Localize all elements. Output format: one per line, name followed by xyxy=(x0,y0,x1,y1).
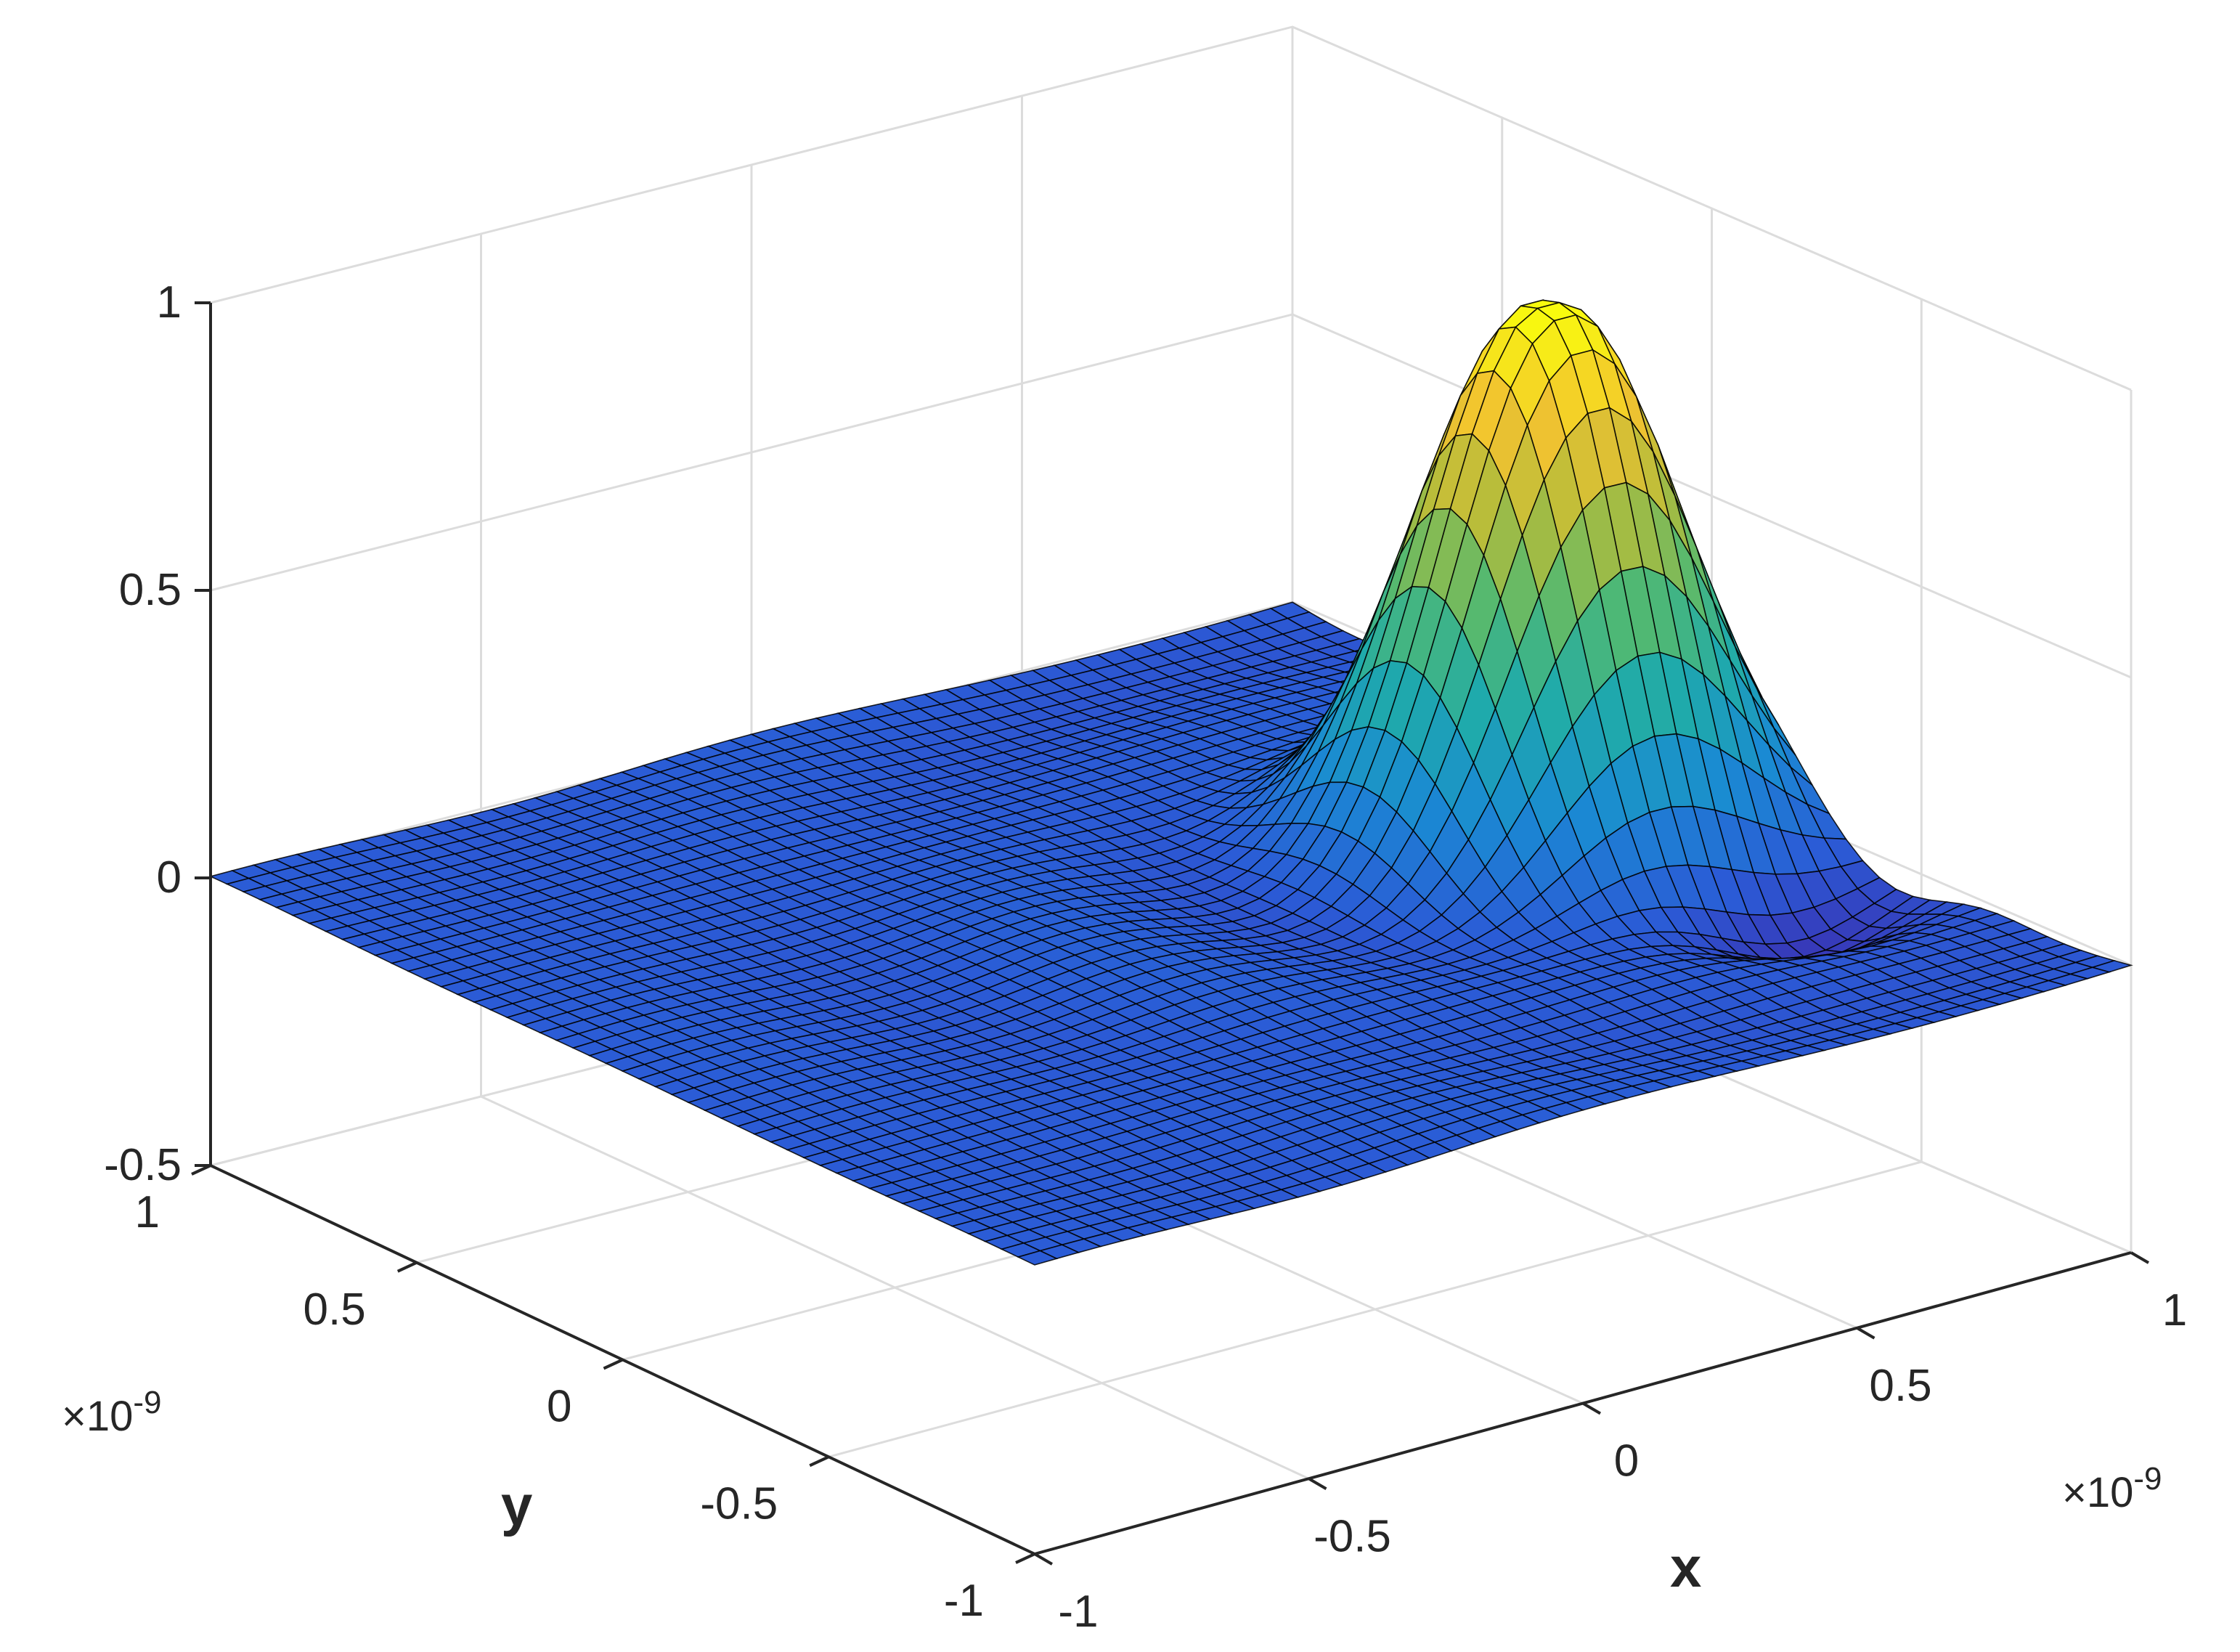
z-tick-label: 0 xyxy=(157,853,182,903)
z-tick-label: -0.5 xyxy=(104,1140,182,1190)
grid-line-z xyxy=(210,313,2132,679)
y-tick-label: 0 xyxy=(547,1382,571,1432)
x-tick xyxy=(2130,1251,2150,1264)
axes xyxy=(191,301,2150,1566)
x-tick-label: -0.5 xyxy=(1314,1511,1391,1561)
x-tick xyxy=(1033,1553,1054,1566)
x-tick-label: 1 xyxy=(2162,1285,2187,1335)
y-tick-label: -0.5 xyxy=(700,1478,778,1529)
x-tick xyxy=(1856,1327,1876,1340)
x-axis-multiplier: ×10-9 xyxy=(2062,1461,2162,1516)
x-tick xyxy=(1308,1477,1327,1490)
y-axis-title: y xyxy=(501,1473,532,1537)
x-tick xyxy=(1581,1401,1602,1415)
grid-line-z xyxy=(210,25,2132,391)
y-tick-label: 1 xyxy=(135,1187,160,1237)
grid-line-y-floor xyxy=(828,1160,1922,1458)
y-tick xyxy=(191,1164,211,1176)
y-tick xyxy=(396,1261,418,1273)
z-tick-label: 1 xyxy=(157,277,182,327)
y-tick xyxy=(809,1455,830,1468)
y-axis-multiplier: ×10-9 xyxy=(62,1385,162,1440)
y-tick xyxy=(1015,1553,1035,1564)
y-tick xyxy=(603,1358,624,1370)
y-tick-label: -1 xyxy=(944,1576,984,1626)
tick-labels: -0.5 0 0.5 1 -1 -0.5 0 0.5 1 -1 -0.5 0 0.5 1 xyxy=(104,277,2187,1637)
surface-mesh xyxy=(208,298,2133,1266)
x-tick-label: -1 xyxy=(1058,1587,1098,1637)
x-tick-label: 0 xyxy=(1614,1436,1639,1486)
x-axis-title: x xyxy=(1670,1535,1701,1599)
z-tick-label: 0.5 xyxy=(119,565,182,615)
y-tick-label: 0.5 xyxy=(304,1285,366,1335)
surface-patch xyxy=(1017,1250,1059,1266)
x-tick-label: 0.5 xyxy=(1869,1361,1931,1411)
